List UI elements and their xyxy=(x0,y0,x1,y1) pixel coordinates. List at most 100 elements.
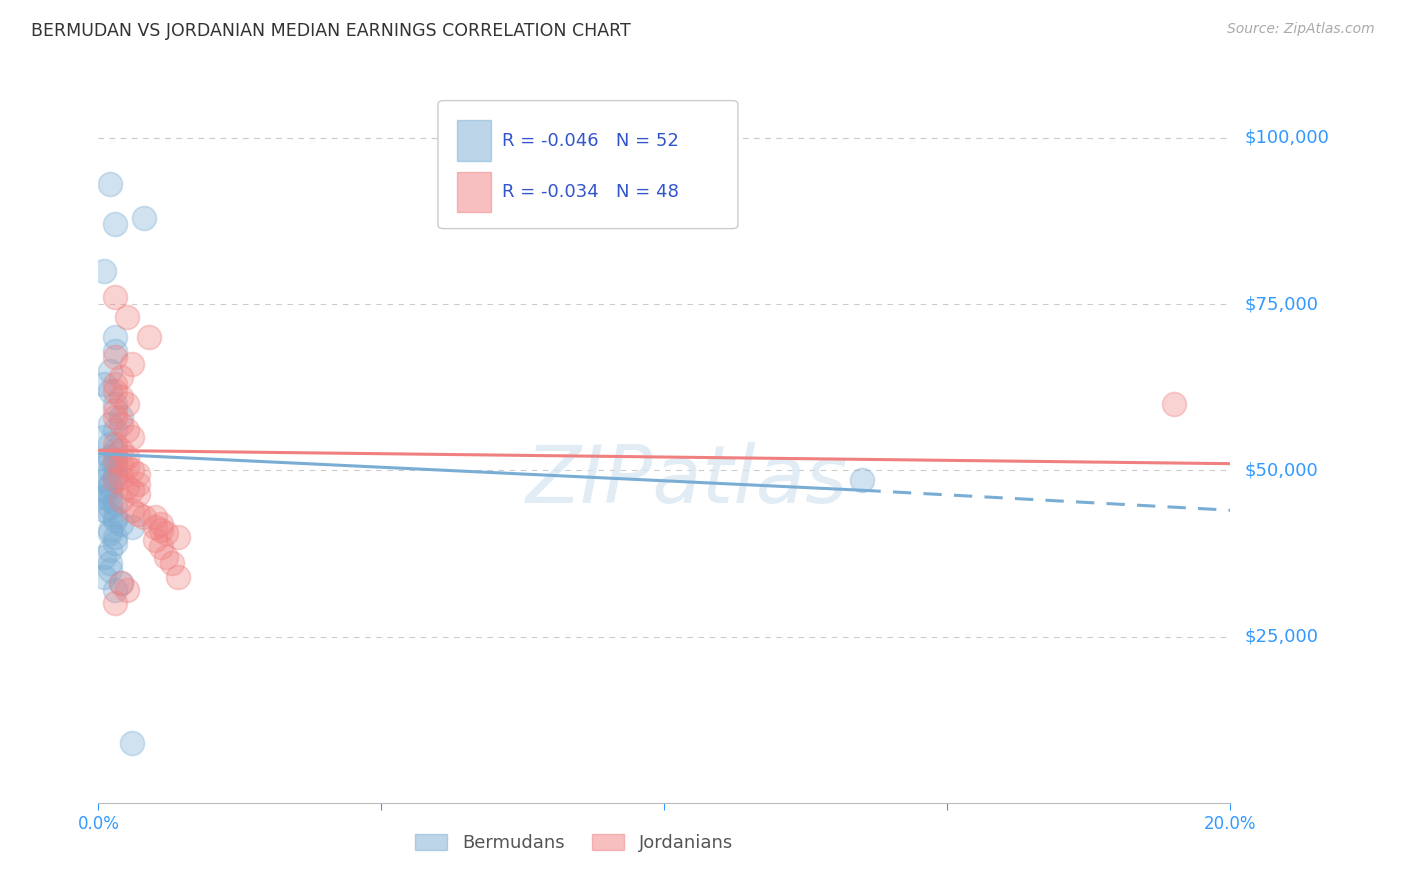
Point xyxy=(110,576,132,591)
Point xyxy=(115,450,138,464)
Point xyxy=(104,457,127,471)
Point xyxy=(93,549,115,564)
Point xyxy=(110,410,132,425)
FancyBboxPatch shape xyxy=(439,101,738,228)
Point xyxy=(104,290,127,304)
Point xyxy=(138,330,160,344)
Point xyxy=(160,557,183,571)
Point xyxy=(132,509,155,524)
Point xyxy=(98,500,121,514)
Point xyxy=(166,530,188,544)
Point xyxy=(104,403,127,417)
Point xyxy=(104,497,127,511)
Point xyxy=(149,516,172,531)
Text: $25,000: $25,000 xyxy=(1244,628,1319,646)
Point xyxy=(110,493,132,508)
Point xyxy=(110,457,132,471)
Point xyxy=(115,460,138,475)
Point xyxy=(155,549,177,564)
Point xyxy=(98,417,121,431)
Text: ZIPatlas: ZIPatlas xyxy=(526,442,848,520)
Point xyxy=(110,576,132,591)
Point xyxy=(104,351,127,365)
Text: R = -0.046   N = 52: R = -0.046 N = 52 xyxy=(502,132,679,150)
Point xyxy=(121,463,143,477)
Point xyxy=(121,503,143,517)
Point xyxy=(98,463,121,477)
Point xyxy=(115,310,138,325)
Point xyxy=(115,424,138,438)
Point xyxy=(98,476,121,491)
Point xyxy=(115,480,138,494)
Point xyxy=(104,376,127,391)
Text: R = -0.034   N = 48: R = -0.034 N = 48 xyxy=(502,183,679,201)
Point xyxy=(104,530,127,544)
Point xyxy=(98,563,121,577)
Text: Source: ZipAtlas.com: Source: ZipAtlas.com xyxy=(1227,22,1375,37)
Point xyxy=(104,513,127,527)
Point xyxy=(98,384,121,398)
Point xyxy=(104,424,127,438)
Point xyxy=(110,370,132,384)
Text: $75,000: $75,000 xyxy=(1244,295,1319,313)
Text: BERMUDAN VS JORDANIAN MEDIAN EARNINGS CORRELATION CHART: BERMUDAN VS JORDANIAN MEDIAN EARNINGS CO… xyxy=(31,22,631,40)
Point xyxy=(98,526,121,541)
Point xyxy=(127,486,149,500)
Point xyxy=(127,467,149,481)
Point xyxy=(104,470,127,484)
Point xyxy=(98,543,121,558)
Point xyxy=(143,533,166,548)
Point xyxy=(104,582,127,597)
Point xyxy=(104,330,127,344)
Legend: Bermudans, Jordanians: Bermudans, Jordanians xyxy=(408,827,740,860)
Point xyxy=(104,217,127,231)
Point xyxy=(104,410,127,425)
Text: $100,000: $100,000 xyxy=(1244,128,1329,147)
Point xyxy=(104,509,127,524)
Point xyxy=(93,473,115,487)
Point xyxy=(93,503,115,517)
Point xyxy=(93,570,115,584)
Point xyxy=(143,520,166,534)
Point xyxy=(93,460,115,475)
Point xyxy=(127,476,149,491)
Point xyxy=(93,490,115,504)
Point xyxy=(93,483,115,498)
Point xyxy=(104,384,127,398)
Point xyxy=(98,557,121,571)
Point xyxy=(149,540,172,554)
Point xyxy=(104,447,127,461)
Point xyxy=(104,473,127,487)
FancyBboxPatch shape xyxy=(457,171,491,211)
Point xyxy=(104,453,127,467)
Point xyxy=(98,493,121,508)
Point xyxy=(98,453,121,467)
Point xyxy=(104,443,127,458)
Point xyxy=(98,486,121,500)
Point xyxy=(93,376,115,391)
Point xyxy=(104,467,127,481)
Point xyxy=(98,436,121,450)
Point xyxy=(1163,397,1185,411)
Point xyxy=(143,509,166,524)
FancyBboxPatch shape xyxy=(457,120,491,161)
Point xyxy=(98,363,121,377)
Point xyxy=(98,450,121,464)
Point xyxy=(110,470,132,484)
Point xyxy=(104,343,127,358)
Text: $50,000: $50,000 xyxy=(1244,461,1317,479)
Point xyxy=(104,536,127,550)
Point xyxy=(121,736,143,750)
Point xyxy=(115,397,138,411)
Point xyxy=(132,211,155,225)
Point xyxy=(98,507,121,521)
Point xyxy=(155,526,177,541)
Point xyxy=(121,520,143,534)
Point xyxy=(93,430,115,444)
Point xyxy=(121,430,143,444)
Point xyxy=(115,582,138,597)
Point xyxy=(110,516,132,531)
Point xyxy=(98,178,121,192)
Point xyxy=(110,417,132,431)
Point xyxy=(98,480,121,494)
